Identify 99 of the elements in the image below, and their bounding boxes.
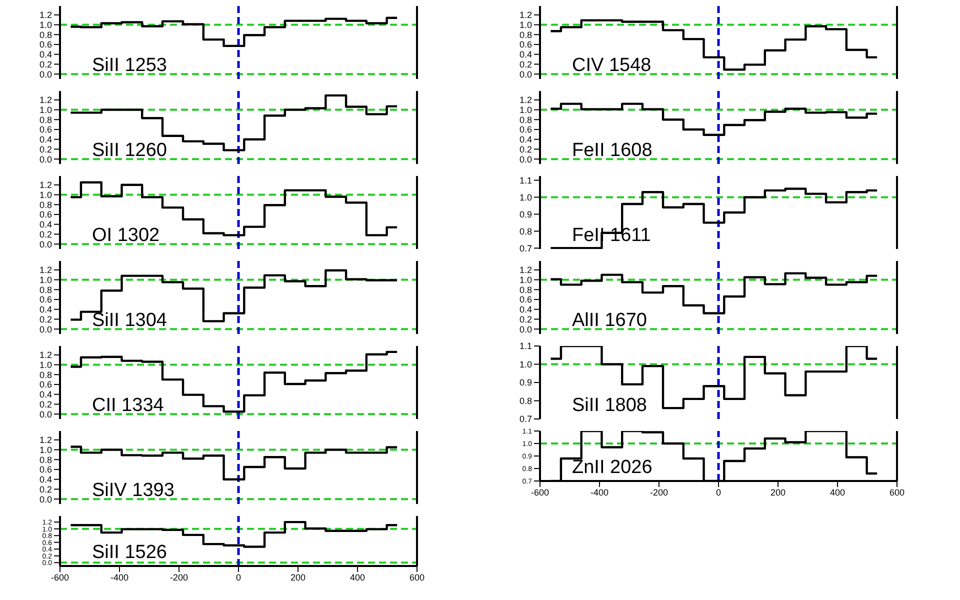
annotation: SiII 1526 — [92, 542, 167, 564]
y-tick-label: 0.6 — [39, 124, 52, 135]
y-tick-label: 0.6 — [519, 124, 532, 135]
y-tick-label: 1.2 — [39, 350, 52, 360]
annotation: AlII 1670 — [572, 310, 647, 332]
y-tick-label: 1.0 — [519, 359, 532, 370]
y-tick-label: 0.7 — [519, 243, 532, 254]
x-tick-label: 0 — [236, 572, 242, 582]
y-tick-label: 1.2 — [39, 10, 52, 20]
annotation: CII 1334 — [92, 395, 164, 417]
y-tick-label: 1.2 — [39, 265, 52, 276]
y-tick-label: 0.4 — [519, 50, 532, 60]
y-tick-label: 0.6 — [39, 40, 52, 50]
y-tick-label: 1.0 — [39, 274, 52, 285]
x-tick-label: -400 — [110, 572, 129, 582]
y-tick-label: 0.8 — [519, 30, 532, 40]
y-tick-label: 0.6 — [39, 380, 52, 390]
y-tick-label: 0.0 — [519, 324, 532, 334]
x-tick-label: -200 — [170, 572, 188, 582]
y-tick-label: 1.2 — [39, 180, 52, 190]
y-tick-label: 1.0 — [519, 274, 532, 285]
y-tick-label: 0.0 — [519, 69, 532, 80]
y-tick-label: 0.2 — [39, 59, 52, 70]
x-tick-label: -600 — [50, 572, 70, 582]
y-tick-label: 0.4 — [39, 390, 52, 400]
y-tick-label: 0.0 — [39, 324, 52, 334]
y-tick-label: 0.4 — [519, 134, 532, 145]
y-tick-label: 0.6 — [39, 210, 52, 220]
y-tick-label: 0.8 — [519, 114, 532, 125]
x-tick-label: 0 — [716, 487, 722, 498]
y-tick-label: 1.1 — [519, 175, 532, 186]
y-tick-label: 0.9 — [519, 209, 532, 220]
annotation: SiII 1808 — [572, 395, 647, 417]
x-tick-label: -600 — [530, 487, 550, 498]
y-tick-label: 1.0 — [519, 104, 532, 115]
y-tick-label: 1.2 — [519, 265, 532, 276]
y-tick-label: 1.2 — [519, 10, 532, 20]
y-tick-label: 0.4 — [39, 50, 52, 60]
y-tick-label: 0.2 — [519, 59, 532, 70]
y-tick-label: 0.6 — [39, 294, 52, 305]
y-tick-label: 0.8 — [39, 284, 52, 295]
y-tick-label: 0.8 — [39, 200, 52, 210]
annotation: ZnII 2026 — [572, 457, 652, 479]
y-tick-label: 0.2 — [39, 229, 52, 240]
y-tick-label: 0.6 — [519, 40, 532, 50]
y-tick-label: 0.8 — [519, 226, 532, 236]
x-tick-label: 200 — [770, 487, 786, 498]
annotation: SiII 1253 — [92, 55, 167, 77]
y-tick-label: 0.4 — [39, 474, 52, 485]
y-tick-label: 0.8 — [39, 370, 52, 380]
y-tick-label: 0.0 — [39, 409, 52, 420]
y-tick-label: 1.2 — [39, 95, 52, 106]
y-tick-label: 0.0 — [39, 69, 52, 80]
y-tick-label: 0.2 — [39, 484, 52, 494]
y-tick-label: 1.2 — [39, 435, 52, 446]
y-tick-label: 0.6 — [39, 464, 52, 475]
y-tick-label: 0.0 — [39, 494, 52, 504]
x-tick-label: 600 — [889, 487, 905, 498]
x-tick-label: -200 — [650, 487, 668, 498]
x-tick-label: -400 — [590, 487, 609, 498]
x-tick-label: 400 — [350, 572, 366, 582]
x-tick-label: 400 — [830, 487, 846, 498]
annotation: OI 1302 — [92, 225, 160, 247]
y-tick-label: 0.4 — [519, 304, 532, 315]
annotation: SiIV 1393 — [92, 480, 174, 502]
y-tick-label: 0.8 — [39, 114, 52, 125]
y-tick-label: 1.0 — [39, 360, 52, 370]
x-tick-label: 600 — [409, 572, 425, 582]
y-tick-label: 1.0 — [519, 20, 532, 30]
y-tick-label: 0.8 — [519, 396, 532, 406]
y-tick-label: 1.1 — [519, 341, 532, 352]
y-tick-label: 1.0 — [39, 190, 52, 200]
y-tick-label: 1.0 — [519, 192, 532, 202]
y-tick-label: 0.9 — [519, 378, 532, 388]
y-tick-label: 0.8 — [39, 454, 52, 465]
annotation: CIV 1548 — [572, 55, 652, 77]
y-tick-label: 1.0 — [39, 444, 52, 455]
y-tick-label: 0.0 — [39, 154, 52, 164]
y-tick-label: 1.2 — [519, 95, 532, 106]
y-tick-label: 0.4 — [39, 220, 52, 230]
y-tick-label: 0.2 — [39, 144, 52, 154]
y-tick-label: 0.0 — [519, 154, 532, 164]
y-tick-label: 0.6 — [519, 294, 532, 305]
annotation: FeII 1608 — [572, 140, 652, 162]
y-tick-label: 0.2 — [39, 314, 52, 324]
y-tick-label: 0.8 — [519, 284, 532, 295]
y-tick-label: 1.0 — [39, 104, 52, 115]
y-tick-label: 1.0 — [39, 20, 52, 30]
y-tick-label: 0.8 — [39, 30, 52, 40]
y-tick-label: 0.2 — [519, 144, 532, 154]
y-tick-label: 0.4 — [39, 304, 52, 315]
x-tick-label: 200 — [290, 572, 306, 582]
y-tick-label: 0.4 — [39, 134, 52, 145]
y-tick-label: 0.2 — [39, 399, 52, 410]
y-tick-label: 0.0 — [39, 239, 52, 250]
y-tick-label: 0.7 — [519, 414, 532, 424]
annotation: SiII 1304 — [92, 310, 167, 332]
y-tick-label: 0.2 — [519, 314, 532, 324]
annotation: SiII 1260 — [92, 140, 167, 162]
